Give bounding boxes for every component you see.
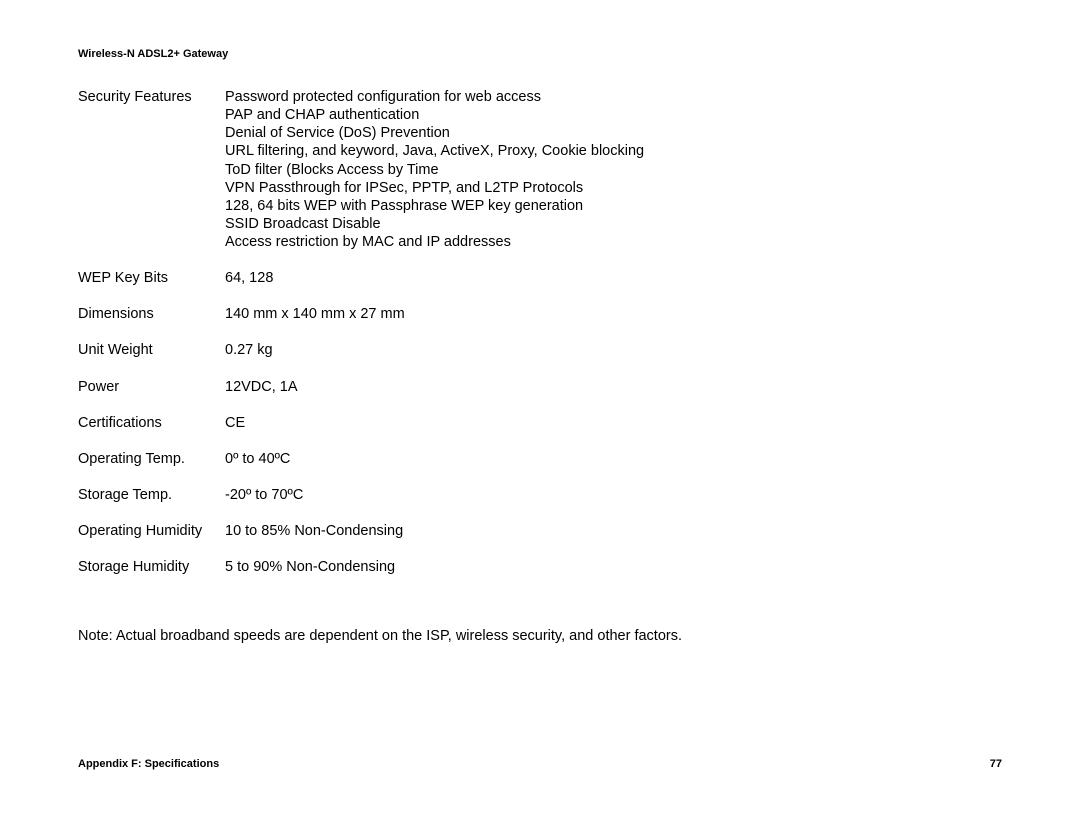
spec-line: Access restriction by MAC and IP address… xyxy=(225,233,1002,251)
spec-line: Password protected configuration for web… xyxy=(225,88,1002,106)
spec-value: 10 to 85% Non-Condensing xyxy=(225,522,1002,540)
spec-row: Operating Temp. 0º to 40ºC xyxy=(78,450,1002,468)
spec-label: Unit Weight xyxy=(78,341,225,359)
spec-label: Storage Temp. xyxy=(78,486,225,504)
footer-left: Appendix F: Specifications xyxy=(78,758,219,770)
spec-value: -20º to 70ºC xyxy=(225,486,1002,504)
spec-row: Unit Weight 0.27 kg xyxy=(78,341,1002,359)
spec-value: 12VDC, 1A xyxy=(225,378,1002,396)
spec-line: Denial of Service (DoS) Prevention xyxy=(225,124,1002,142)
spec-label: Security Features xyxy=(78,88,225,251)
spec-label: Certifications xyxy=(78,414,225,432)
spec-value: 0.27 kg xyxy=(225,341,1002,359)
page-content: Wireless-N ADSL2+ Gateway Security Featu… xyxy=(0,0,1080,644)
spec-value: 140 mm x 140 mm x 27 mm xyxy=(225,305,1002,323)
spec-row: Power 12VDC, 1A xyxy=(78,378,1002,396)
spec-row: Certifications CE xyxy=(78,414,1002,432)
spec-row: WEP Key Bits 64, 128 xyxy=(78,269,1002,287)
spec-value: CE xyxy=(225,414,1002,432)
spec-line: VPN Passthrough for IPSec, PPTP, and L2T… xyxy=(225,179,1002,197)
spec-label: Operating Humidity xyxy=(78,522,225,540)
spec-label: Operating Temp. xyxy=(78,450,225,468)
spec-row-security: Security Features Password protected con… xyxy=(78,88,1002,251)
spec-value: 5 to 90% Non-Condensing xyxy=(225,558,1002,576)
spec-label: Storage Humidity xyxy=(78,558,225,576)
spec-row: Operating Humidity 10 to 85% Non-Condens… xyxy=(78,522,1002,540)
spec-row: Storage Temp. -20º to 70ºC xyxy=(78,486,1002,504)
spec-row: Dimensions 140 mm x 140 mm x 27 mm xyxy=(78,305,1002,323)
page-footer: Appendix F: Specifications 77 xyxy=(78,758,1002,770)
spec-label: WEP Key Bits xyxy=(78,269,225,287)
spec-line: SSID Broadcast Disable xyxy=(225,215,1002,233)
spec-row: Storage Humidity 5 to 90% Non-Condensing xyxy=(78,558,1002,576)
spec-value-security: Password protected configuration for web… xyxy=(225,88,1002,251)
spec-label: Dimensions xyxy=(78,305,225,323)
spec-line: PAP and CHAP authentication xyxy=(225,106,1002,124)
document-header: Wireless-N ADSL2+ Gateway xyxy=(78,48,1002,60)
spec-line: URL filtering, and keyword, Java, Active… xyxy=(225,142,1002,160)
spec-value: 0º to 40ºC xyxy=(225,450,1002,468)
spec-line: ToD filter (Blocks Access by Time xyxy=(225,161,1002,179)
spec-value: 64, 128 xyxy=(225,269,1002,287)
footer-page-number: 77 xyxy=(990,758,1002,770)
spec-label: Power xyxy=(78,378,225,396)
spec-line: 128, 64 bits WEP with Passphrase WEP key… xyxy=(225,197,1002,215)
note-text: Note: Actual broadband speeds are depend… xyxy=(78,628,1002,644)
